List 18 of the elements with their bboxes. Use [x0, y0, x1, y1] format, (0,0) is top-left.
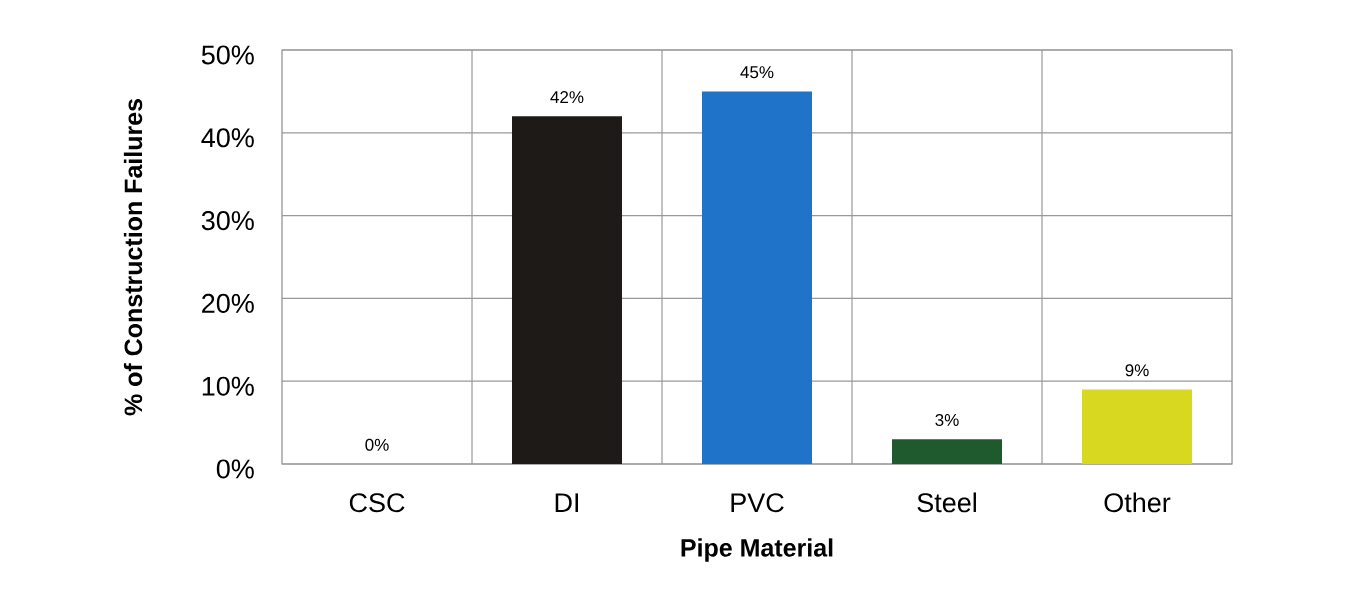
y-tick-label: 40% — [201, 128, 254, 148]
x-tick-label: CSC — [349, 493, 405, 513]
data-label: 9% — [1125, 364, 1149, 377]
data-label: 0% — [365, 438, 389, 451]
x-tick-label: Steel — [917, 492, 976, 513]
y-axis-title: % of Construction Failures — [123, 98, 143, 416]
y-tick-label: 10% — [202, 376, 254, 396]
x-tick-label: DI — [555, 493, 579, 512]
x-tick-label: Other — [1104, 492, 1171, 513]
y-tick-label: 20% — [202, 293, 254, 313]
y-tick-label: 50% — [201, 45, 254, 65]
data-label: 45% — [740, 66, 774, 79]
data-label: 42% — [550, 91, 584, 104]
x-axis-title: Pipe Material — [681, 538, 833, 562]
y-tick-label: 0% — [216, 459, 254, 479]
x-tick-label: PVC — [731, 493, 784, 513]
y-tick-label: 30% — [201, 211, 254, 231]
data-label: 3% — [935, 413, 959, 426]
